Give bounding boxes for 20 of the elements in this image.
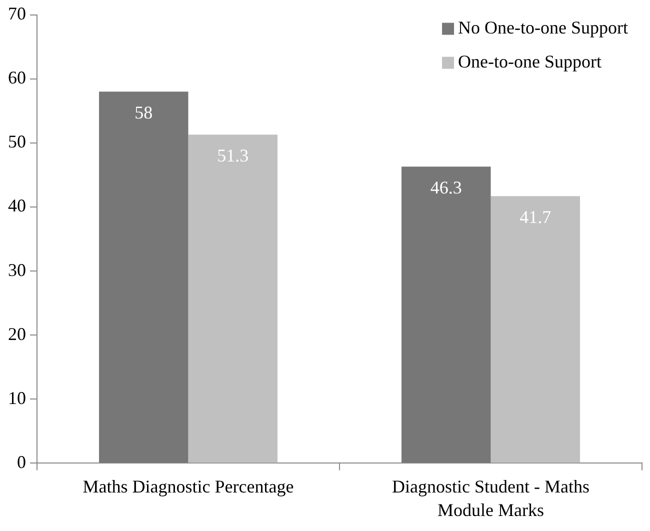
x-tick-label: Diagnostic Student - Maths Module Marks bbox=[392, 476, 590, 520]
y-tick-label: 40 bbox=[8, 196, 26, 216]
bar bbox=[490, 196, 580, 463]
y-tick-label: 50 bbox=[8, 132, 26, 152]
bar bbox=[99, 92, 188, 463]
data-label: 58 bbox=[134, 102, 153, 122]
legend-label: No One-to-one Support bbox=[458, 18, 628, 38]
y-tick-label: 60 bbox=[8, 68, 26, 88]
data-label: 41.7 bbox=[520, 206, 552, 227]
bar bbox=[188, 134, 278, 463]
y-tick-label: 10 bbox=[8, 388, 26, 408]
bar bbox=[402, 166, 491, 463]
y-tick-label: 20 bbox=[8, 324, 26, 344]
data-label: 51.3 bbox=[217, 145, 249, 166]
legend-label: One-to-one Support bbox=[458, 52, 602, 72]
y-tick-label: 0 bbox=[17, 452, 26, 472]
data-label: 46.3 bbox=[430, 177, 462, 198]
y-tick-label: 70 bbox=[8, 4, 26, 24]
y-tick-label: 30 bbox=[8, 260, 26, 280]
x-tick-label: Maths Diagnostic Percentage bbox=[82, 476, 294, 497]
